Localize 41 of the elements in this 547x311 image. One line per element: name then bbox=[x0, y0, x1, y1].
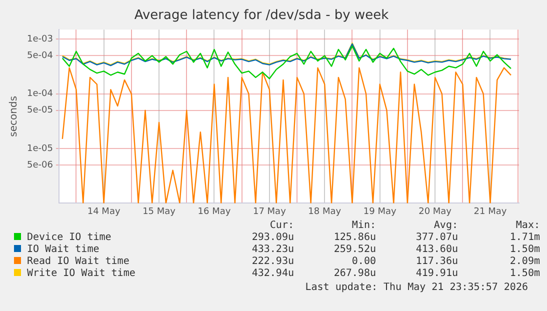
y-tick-label: 5e-05 bbox=[26, 106, 53, 116]
x-tick-label: 20 May bbox=[418, 206, 452, 217]
text: 2.09m bbox=[508, 256, 540, 268]
y-tick-label: 1e-03 bbox=[26, 34, 53, 45]
text: 1.50m bbox=[508, 268, 540, 280]
x-tick-label: 18 May bbox=[308, 206, 342, 217]
text: Min: bbox=[350, 220, 376, 232]
text: 432.94u bbox=[250, 268, 294, 280]
x-tick-label: 15 May bbox=[142, 206, 176, 217]
text: 293.09u bbox=[250, 232, 294, 244]
chart-title: Average latency for /dev/sda - by week bbox=[134, 8, 390, 24]
text: 222.93u bbox=[250, 256, 294, 268]
y-tick-label: 5e-06 bbox=[26, 160, 54, 170]
text: Avg: bbox=[432, 220, 458, 232]
text: 0.00 bbox=[350, 256, 376, 268]
text: Max: bbox=[514, 220, 540, 232]
y-axis-title: seconds bbox=[8, 96, 20, 137]
y-tick-label: 1e-05 bbox=[26, 144, 53, 154]
text: 377.07u bbox=[414, 232, 458, 244]
x-tick-label: 17 May bbox=[252, 206, 287, 217]
x-tick-label: 19 May bbox=[363, 206, 397, 217]
text: Last update: Thu May 21 23:35:57 2026 bbox=[305, 282, 528, 293]
text: 419.91u bbox=[414, 268, 458, 280]
y-tick-label: 1e-04 bbox=[26, 89, 54, 100]
text: Cur: bbox=[268, 220, 294, 232]
text: 433.23u bbox=[250, 244, 294, 256]
y-tick-label: 5e-04 bbox=[26, 51, 54, 62]
x-tick-label: 21 May bbox=[474, 206, 508, 217]
x-tick-label: 14 May bbox=[87, 206, 121, 217]
text: 1.50m bbox=[508, 244, 540, 256]
legend-label: Write IO Wait time bbox=[26, 268, 136, 280]
text: 1.71m bbox=[508, 232, 540, 244]
text: 259.52u bbox=[332, 244, 376, 256]
text: 413.60u bbox=[414, 244, 458, 256]
text: 125.86u bbox=[332, 232, 376, 244]
text: 117.36u bbox=[414, 256, 458, 268]
x-tick-label: 16 May bbox=[198, 206, 232, 217]
text: 267.98u bbox=[332, 268, 376, 280]
legend-label: IO Wait time bbox=[26, 244, 100, 256]
legend-label: Device IO time bbox=[26, 232, 112, 244]
legend-label: Read IO Wait time bbox=[26, 256, 130, 268]
